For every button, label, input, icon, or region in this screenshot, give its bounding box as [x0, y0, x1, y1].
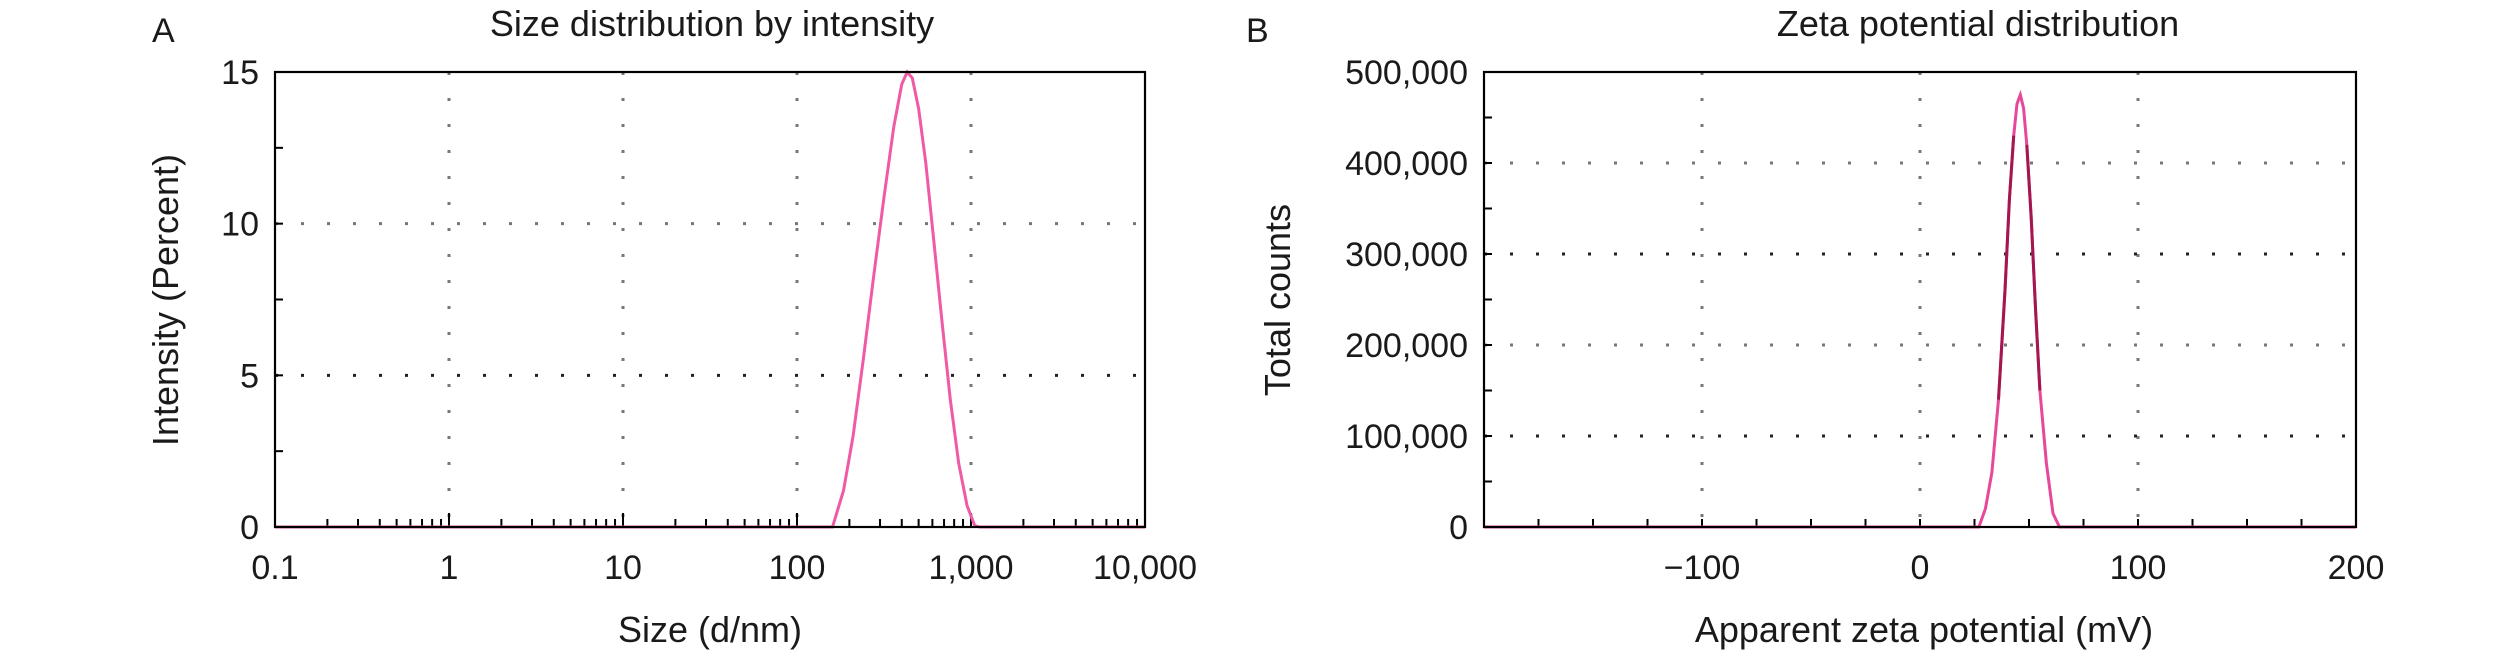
panel-b-y-axis-label: Total counts [1257, 204, 1298, 396]
a-x-tick-label-2: 10 [604, 549, 642, 587]
panel-b-x-tick-labels: −100 0 100 200 [1664, 549, 2385, 587]
b-series-flank-right [2025, 144, 2042, 391]
panel-a-grid [275, 72, 1145, 527]
panel-b-title: Zeta potential distribution [1777, 3, 2179, 44]
b-x-tick-label-1: 0 [1911, 549, 1930, 587]
b-y-tick-label-3: 300,000 [1345, 236, 1468, 274]
b-y-tick-label-5: 500,000 [1345, 54, 1468, 92]
panel-b-plot-frame [1482, 70, 2358, 529]
a-x-tick-label-5: 10,000 [1093, 549, 1197, 587]
b-series-flank-left [1997, 135, 2016, 400]
panel-b-grid [1484, 72, 2356, 527]
panel-a-x-tick-labels: 0.1 1 10 100 1,000 10,000 [251, 549, 1197, 587]
panel-b: B Zeta potential distribution −100 0 100 20… [1246, 3, 2384, 650]
b-y-tick-label-4: 400,000 [1345, 145, 1468, 183]
panel-a-title: Size distribution by intensity [490, 3, 934, 44]
a-x-tick-label-0: 0.1 [251, 549, 298, 587]
panel-a-x-axis-label: Size (d/nm) [618, 609, 802, 650]
b-x-tick-label-2: 100 [2110, 549, 2167, 587]
a-y-tick-label-1: 5 [240, 357, 259, 395]
b-y-tick-label-2: 200,000 [1345, 327, 1468, 365]
panel-b-x-axis-label: Apparent zeta potential (mV) [1695, 609, 2153, 650]
panel-a-series [275, 69, 1145, 529]
panel-b-letter: B [1246, 12, 1269, 50]
a-x-tick-label-4: 1,000 [928, 549, 1013, 587]
panel-a-plot-frame [273, 70, 1147, 529]
b-x-tick-label-3: 200 [2328, 549, 2385, 587]
a-x-tick-label-3: 100 [769, 549, 826, 587]
a-y-tick-label-0: 0 [240, 509, 259, 547]
a-y-tick-label-3: 15 [221, 54, 259, 92]
panel-b-minor-ticks [1483, 71, 2357, 528]
b-y-tick-label-1: 100,000 [1345, 418, 1468, 456]
panel-a: A Size distribution by intensity 0.1 1 10 1… [145, 3, 1197, 650]
a-x-tick-label-1: 1 [440, 549, 459, 587]
panel-b-series [1484, 89, 2356, 529]
b-y-tick-label-0: 0 [1449, 509, 1468, 547]
panel-a-minor-ticks [274, 71, 1146, 528]
b-x-tick-label-0: −100 [1664, 549, 1741, 587]
b-series-line-0 [1484, 89, 2356, 529]
panel-a-y-axis-label: Intensity (Percent) [145, 154, 186, 446]
a-series-line-0 [275, 69, 1145, 529]
panel-a-letter: A [152, 12, 175, 50]
panel-a-y-tick-labels: 0 5 10 15 [221, 54, 259, 547]
panel-b-y-tick-labels: 0 100,000 200,000 300,000 400,000 500,000 [1345, 54, 1468, 547]
a-y-tick-label-2: 10 [221, 206, 259, 244]
